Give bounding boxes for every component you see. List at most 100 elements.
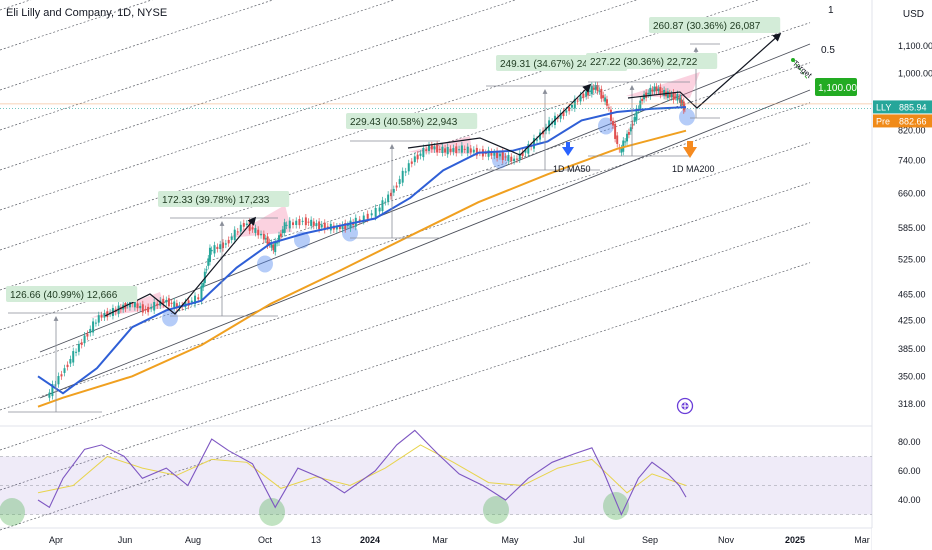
candle-body: [398, 179, 401, 185]
candle-body: [568, 106, 571, 112]
currency-label: USD: [902, 9, 924, 20]
candle-body: [227, 239, 230, 244]
candle-body: [213, 245, 216, 254]
candle-body: [344, 223, 347, 230]
candle-body: [588, 90, 591, 92]
candle-body: [326, 226, 329, 228]
candle-body: [633, 117, 636, 123]
candle-body: [605, 99, 608, 106]
candle-body: [97, 315, 100, 323]
candle-body: [680, 99, 683, 105]
candle-body: [384, 201, 387, 203]
candle-body: [205, 269, 208, 271]
candle-body: [438, 148, 441, 150]
candle-body: [612, 120, 615, 126]
candle-body: [620, 148, 623, 153]
rsi-tick-label: 60.00: [898, 466, 921, 476]
candle-body: [651, 89, 654, 92]
candle-body: [298, 219, 301, 226]
candle-body: [281, 229, 284, 234]
candle-body: [266, 236, 269, 246]
candle-body: [653, 86, 656, 92]
target-start-dot: [791, 58, 795, 62]
candle-body: [48, 392, 51, 398]
candle-body: [452, 148, 455, 152]
candle-body: [362, 215, 365, 221]
candle-body: [150, 307, 153, 309]
candle-body: [141, 304, 144, 313]
candle-body: [175, 303, 178, 308]
candle-body: [315, 223, 318, 226]
candle-body: [624, 141, 627, 143]
candle-body: [672, 92, 675, 100]
measure-label-bg: [586, 53, 718, 69]
candle-body: [144, 309, 147, 311]
candle-body: [230, 236, 233, 240]
measure-label: 227.22 (30.36%) 22,722: [590, 57, 698, 68]
candle-body: [401, 170, 404, 183]
candle-body: [524, 150, 527, 153]
candle-body: [663, 89, 666, 96]
candle-body: [639, 100, 642, 109]
candle-body: [433, 146, 436, 150]
candle-body: [410, 161, 413, 164]
candle-body: [77, 344, 80, 352]
time-tick-label: Jun: [118, 535, 133, 545]
candle-body: [239, 224, 242, 232]
candle-body: [678, 97, 681, 100]
fib-level-label: 0.5: [821, 45, 835, 56]
candle-body: [413, 156, 416, 163]
price-tick-label: 425.00: [898, 315, 926, 325]
price-tags: LLY 885.94 Pre 882.66: [873, 100, 932, 128]
candle-body: [498, 153, 501, 157]
candle-body: [458, 149, 461, 151]
candle-body: [484, 152, 487, 154]
candle-body: [358, 219, 361, 221]
pre-market-label: Pre: [876, 116, 890, 126]
rsi-tick-label: 80.00: [898, 437, 921, 447]
candle-body: [565, 110, 568, 113]
candle-body: [69, 359, 72, 364]
candle-body: [446, 147, 449, 155]
measure-label: 126.66 (40.99%) 12,666: [10, 290, 118, 301]
candle-body: [310, 219, 313, 226]
add-drawing-icon[interactable]: [676, 397, 694, 415]
time-tick-label: Oct: [258, 535, 273, 545]
price-axis: 1,100.00 1,000.00 820.00 740.00 660.00 585.00…: [898, 41, 932, 505]
candle-body: [162, 298, 165, 305]
candle-body: [592, 87, 595, 90]
candle-body: [301, 220, 304, 222]
candle-body: [616, 135, 619, 144]
candle-body: [655, 86, 658, 92]
candle-body: [80, 342, 83, 345]
candle-body: [475, 147, 478, 156]
time-tick-label: Apr: [49, 535, 63, 545]
price-tick-label: 1,100.00: [898, 41, 932, 51]
candle-body: [94, 322, 97, 324]
price-tick-label: 318.00: [898, 399, 926, 409]
candle-body: [579, 95, 582, 102]
candle-body: [274, 241, 277, 253]
target-value: 1,100.00: [818, 83, 857, 94]
candle-body: [472, 149, 475, 153]
measure-label-bg: [158, 191, 290, 207]
time-axis: Apr Jun Aug Oct 13 2024 Mar May Jul Sep Nov 2025 Mar: [49, 535, 870, 545]
candle-body: [444, 148, 447, 153]
candle-body: [92, 321, 95, 333]
candle-body: [427, 145, 430, 151]
candle-body: [270, 242, 273, 248]
candle-body: [422, 147, 425, 158]
time-tick-label: 2025: [785, 535, 805, 545]
rsi-oversold-marker: [259, 498, 285, 526]
candle-body: [513, 158, 516, 162]
candle-body: [208, 247, 211, 262]
candle-body: [515, 158, 518, 160]
target-box: [815, 78, 857, 96]
candle-body: [370, 213, 373, 216]
candle-body: [496, 150, 499, 159]
measure-label-bg: [6, 286, 138, 302]
candle-body: [532, 138, 535, 149]
time-tick-label: May: [501, 535, 519, 545]
candle-body: [679, 97, 682, 103]
